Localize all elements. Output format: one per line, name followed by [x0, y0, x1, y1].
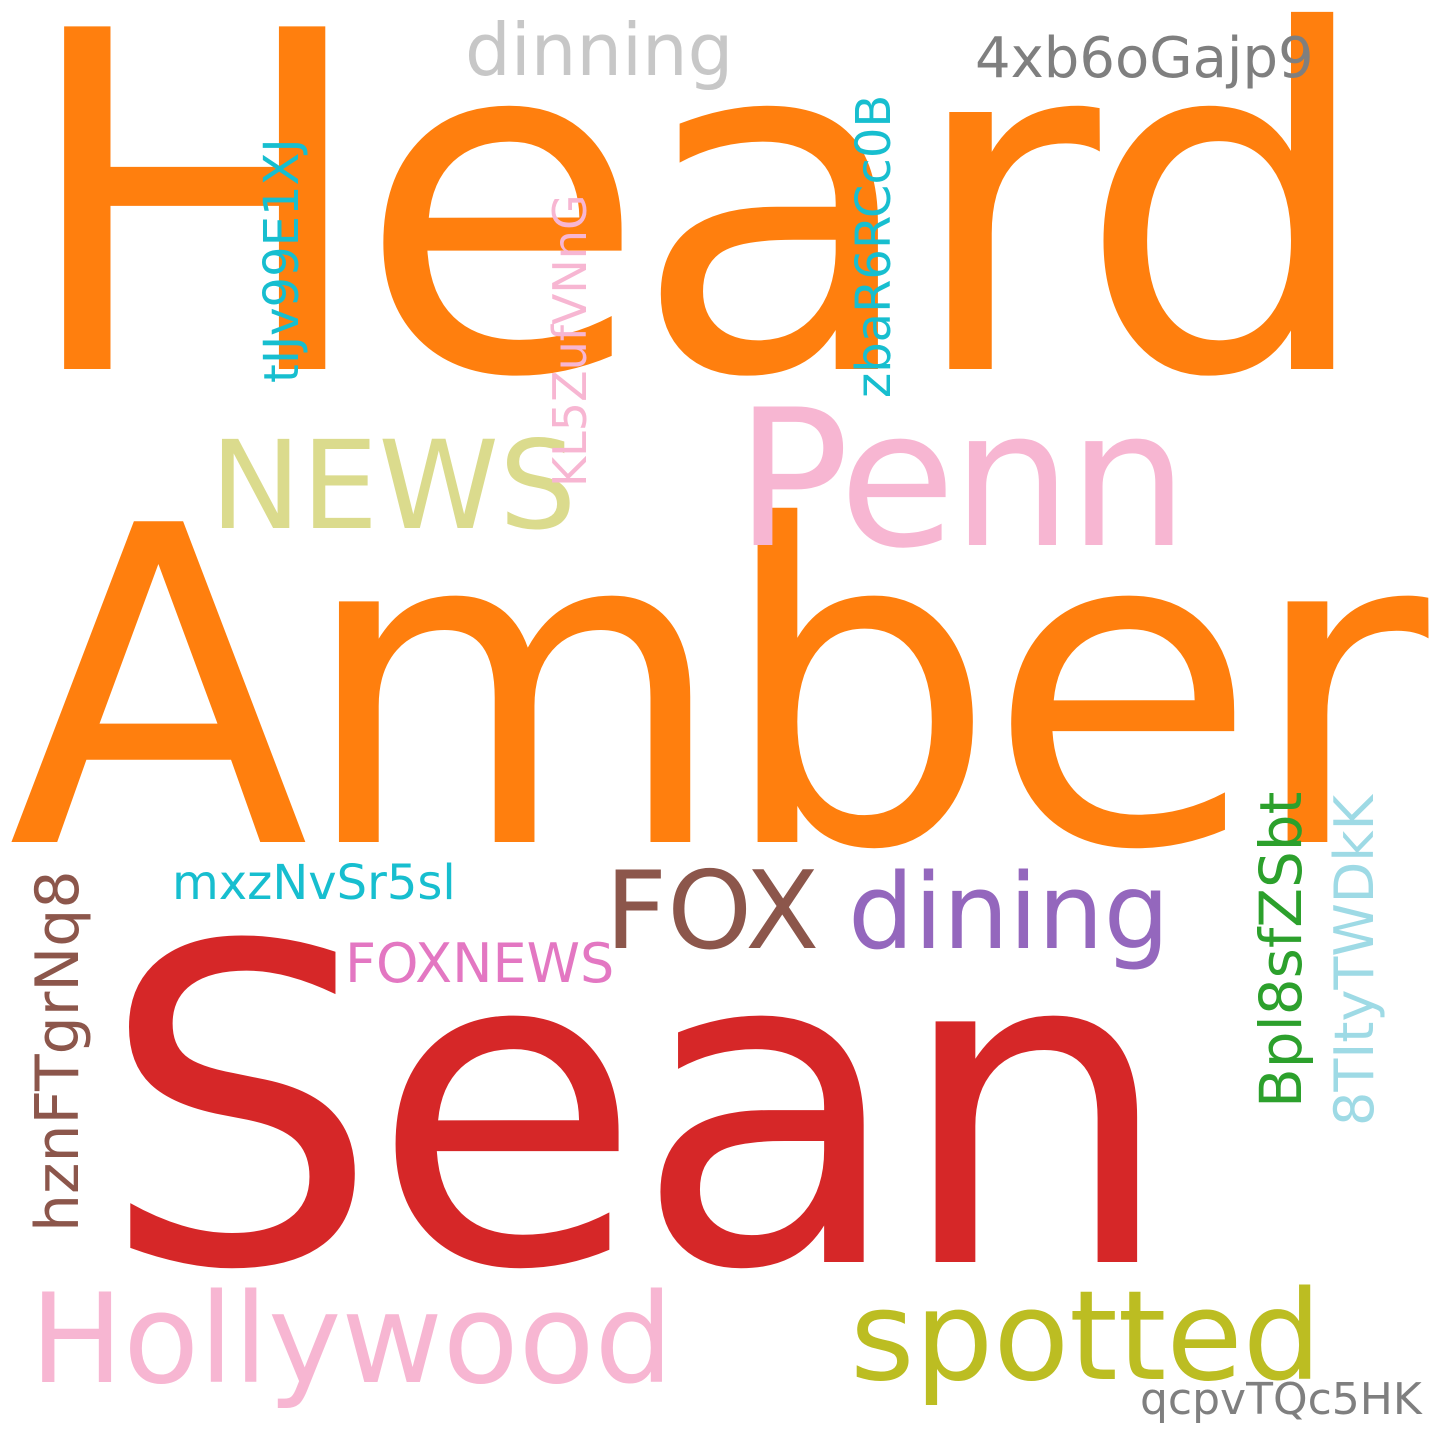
word-foxnews: FOXNEWS: [345, 932, 615, 995]
word-penn: Penn: [735, 369, 1189, 590]
word-spotted: spotted: [850, 1265, 1322, 1409]
word-4xb6ogajp9: 4xb6oGajp9: [975, 26, 1314, 91]
word-qcpvtqc5hk: qcpvTQc5HK: [1140, 1374, 1422, 1425]
word-bpl8sfzsbt: Bpl8sfZSbt: [1247, 791, 1315, 1108]
word-fox: FOX: [605, 849, 820, 974]
word-tijv99e1xj: tIJv99E1XJ: [254, 138, 310, 383]
word-dinning: dinning: [465, 8, 734, 92]
word-kl5zufvnng: KL5ZufVNnG: [543, 194, 597, 487]
word-hollywood: Hollywood: [30, 1268, 674, 1412]
word-sean: Sean: [100, 854, 1174, 1366]
word-amber: Amber: [8, 434, 1429, 946]
word-zbar6rcc0b: zbaR6RCc0B: [846, 94, 902, 398]
word-news: NEWS: [210, 415, 577, 557]
word-8titytwdkk: 8TItyTWDkK: [1323, 794, 1386, 1126]
word-heard: Heard: [18, 0, 1376, 480]
word-mxznvsr5sl: mxzNvSr5sl: [172, 855, 456, 911]
word-dining: dining: [848, 851, 1170, 973]
word-hznftgrnq8: hznFTgrNq8: [23, 870, 93, 1232]
